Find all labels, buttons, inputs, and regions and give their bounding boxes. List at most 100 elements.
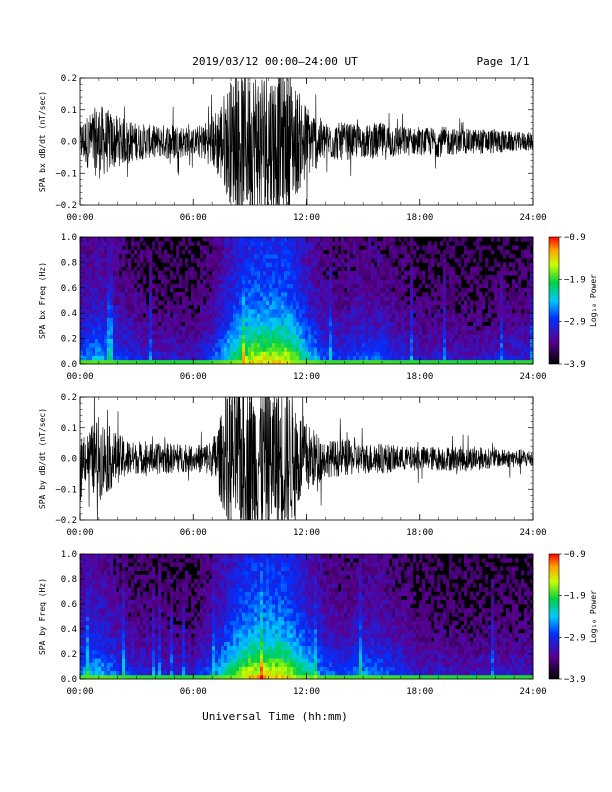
spectrogram-cell [491, 347, 495, 352]
spectrogram-cell [131, 359, 135, 365]
spectrogram-cell [143, 296, 147, 301]
spectrogram-cell [329, 241, 333, 246]
spectrogram-cell [116, 266, 120, 272]
spectrogram-cell [143, 292, 147, 297]
spectrogram-cell [407, 321, 411, 327]
spectrogram-cell [410, 270, 414, 276]
spectrogram-cell [272, 262, 276, 268]
spectrogram-cell [242, 245, 246, 251]
spectrogram-cell [329, 304, 333, 310]
spectrogram-cell [500, 338, 504, 344]
spectrogram-cell [344, 300, 348, 306]
spectrogram-cell [530, 338, 534, 344]
spectrogram-cell [89, 334, 93, 339]
spectrogram-cell [179, 241, 183, 246]
spectrogram-cell [146, 253, 150, 259]
spectrogram-cell [377, 355, 381, 361]
spectrogram-cell [242, 262, 246, 268]
spectrogram-cell [125, 241, 129, 246]
spectrogram-cell [101, 558, 105, 563]
spectrogram-cell [245, 355, 249, 361]
spectrogram-cell [518, 304, 522, 310]
spectrogram-cell [80, 654, 84, 659]
spectrogram-cell [434, 241, 438, 246]
spectrogram-cell [386, 351, 390, 356]
spectrogram-cell [125, 347, 129, 352]
spectrogram-cell [293, 300, 297, 306]
spectrogram-cell [440, 241, 444, 246]
spectrogram-cell [476, 262, 480, 268]
spectrogram-cell [209, 334, 213, 339]
spectrogram-cell [281, 237, 285, 242]
spectrogram-cell [116, 253, 120, 259]
spectrogram-cell [125, 574, 129, 580]
spectrogram-cell [374, 253, 378, 259]
spectrogram-cell [485, 262, 489, 268]
spectrogram-cell [101, 579, 105, 584]
spectrogram-cell [464, 355, 468, 361]
spectrogram-cell [308, 325, 312, 331]
spectrogram-cell [524, 308, 528, 314]
spectrogram-cell [311, 342, 315, 348]
spectrogram-cell [458, 292, 462, 297]
spectrogram-cell [113, 645, 117, 651]
spectrogram-cell [194, 355, 198, 361]
spectrogram-cell [137, 359, 141, 365]
spectrogram-cell [86, 338, 90, 344]
spectrogram-cell [293, 321, 297, 327]
spectrogram-cell [149, 287, 153, 293]
spectrogram-cell [149, 334, 153, 339]
spectrogram-cell [104, 296, 108, 301]
spectrogram-cell [248, 266, 252, 272]
spectrogram-cell [143, 304, 147, 310]
spectrogram-cell [338, 308, 342, 314]
spectrogram-cell [83, 308, 87, 314]
spectrogram-cell [473, 313, 477, 318]
spectrogram-cell [140, 654, 144, 659]
spectrogram-cell [158, 300, 162, 306]
spectrogram-cell [302, 275, 306, 280]
spectrogram-cell [116, 308, 120, 314]
spectrogram-cell [488, 308, 492, 314]
spectrogram-cell [452, 275, 456, 280]
spectrogram-cell [155, 347, 159, 352]
spectrogram-cell [128, 334, 132, 339]
spectrogram-cell [137, 321, 141, 327]
spectrogram-cell [182, 241, 186, 246]
y-tick-label: 0.6 [61, 284, 77, 294]
spectrogram-cell [122, 595, 126, 601]
spectrogram-cell [299, 292, 303, 297]
spectrogram-cell [302, 338, 306, 344]
spectrogram-cell [137, 633, 141, 638]
spectrogram-cell [515, 258, 519, 263]
spectrogram-cell [362, 304, 366, 310]
spectrogram-cell [335, 279, 339, 284]
spectrogram-cell [164, 296, 168, 301]
spectrogram-cell [488, 275, 492, 280]
spectrogram-cell [359, 351, 363, 356]
spectrogram-cell [383, 283, 387, 289]
spectrogram-cell [431, 342, 435, 348]
spectrogram-cell [434, 347, 438, 352]
spectrogram-cell [254, 258, 258, 263]
spectrogram-cell [242, 338, 246, 344]
spectrogram-cell [119, 249, 123, 255]
spectrogram-cell [308, 321, 312, 327]
spectrogram-cell [347, 266, 351, 272]
spectrogram-cell [512, 304, 516, 310]
spectrogram-cell [89, 249, 93, 255]
spectrogram-cell [344, 241, 348, 246]
spectrogram-cell [269, 347, 273, 352]
spectrogram-cell [209, 342, 213, 348]
spectrogram-cell [428, 334, 432, 339]
spectrogram-cell [383, 342, 387, 348]
spectrogram-cell [176, 342, 180, 348]
spectrogram-cell [83, 275, 87, 280]
spectrogram-cell [107, 355, 111, 361]
spectrogram-cell [521, 317, 525, 323]
spectrogram-cell [110, 566, 114, 572]
spectrogram-cell [320, 330, 324, 335]
spectrogram-cell [344, 355, 348, 361]
spectrogram-cell [293, 258, 297, 263]
spectrogram-cell [527, 292, 531, 297]
